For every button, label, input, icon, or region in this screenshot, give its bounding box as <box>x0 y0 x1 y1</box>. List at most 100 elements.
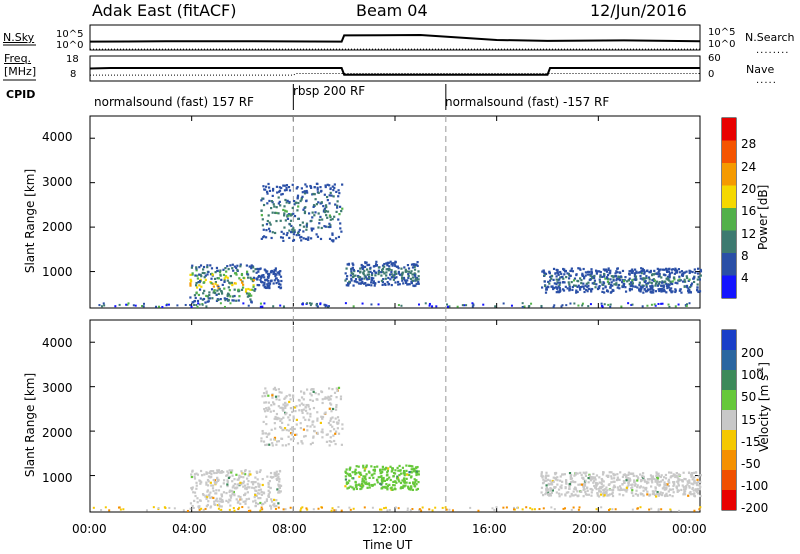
velocity-cell-1-103 <box>303 435 306 438</box>
power-cell-2-287 <box>303 210 307 213</box>
velocity-clutter-106 <box>477 509 480 512</box>
power-cell-4-395 <box>653 269 656 272</box>
power-cell-4-566 <box>617 275 620 278</box>
power-cell-3-161 <box>402 282 405 285</box>
power-cell-0-195 <box>236 268 239 272</box>
power-cell-4-329 <box>564 269 567 273</box>
velocity-clutter-54 <box>648 508 651 511</box>
velocity-cell-2-91 <box>396 475 399 478</box>
velocity-cell-1-274 <box>264 401 268 404</box>
velocity-cell-0-267 <box>253 487 256 490</box>
velocity-cell-0-248 <box>213 503 216 506</box>
power-cell-3-109 <box>394 281 397 284</box>
velocity-cell-3-16 <box>590 476 593 479</box>
nsky-tick-high: 10^5 <box>56 29 84 40</box>
velocity-cell-1-69 <box>271 396 274 399</box>
power-cell-2-251 <box>297 201 300 205</box>
velocity-cell-0-276 <box>193 477 197 480</box>
power-cell-1-89 <box>263 276 266 279</box>
power-cell-3-142 <box>392 275 395 278</box>
velocity-cell-3-18 <box>549 493 552 496</box>
velocity-cell-0-290 <box>222 482 225 485</box>
velocity-cell-3-200 <box>688 492 691 495</box>
velocity-cell-1-85 <box>321 428 324 431</box>
velocity-cell-1-124 <box>272 409 275 413</box>
power-cell-0-175 <box>208 291 211 294</box>
power-cell-0-12 <box>250 267 253 270</box>
velocity-clutter-9 <box>428 508 431 511</box>
velocity-cell-3-384 <box>652 490 655 494</box>
power-cell-2-178 <box>337 195 340 198</box>
velocity-cell-3-478 <box>549 479 552 482</box>
velocity-cell-3-500 <box>598 495 601 498</box>
velocity-cell-1-211 <box>320 390 323 393</box>
power-cell-4-563 <box>634 285 637 288</box>
velocity-cell-1-230 <box>311 388 314 391</box>
power-cell-0-129 <box>227 292 230 295</box>
power-cell-4-76 <box>609 269 612 272</box>
power-cell-4-52 <box>593 279 597 282</box>
velocity-clutter-14 <box>168 506 171 509</box>
power-cell-3-114 <box>397 270 400 274</box>
power-cell-4-505 <box>553 286 556 290</box>
power-cell-3-85 <box>409 271 412 275</box>
power-cell-4-233 <box>582 282 585 285</box>
power-cell-2-203 <box>285 210 288 213</box>
velocity-cell-2-3 <box>415 488 418 491</box>
velocity-cell-3-279 <box>668 481 671 484</box>
velocity-cell-3-548 <box>545 475 548 478</box>
velocity-cell-3-67 <box>634 482 637 486</box>
power-cell-2-127 <box>329 218 332 221</box>
power-cell-3-88 <box>352 263 355 266</box>
power-cell-4-284 <box>697 290 700 294</box>
power-cell-2-190 <box>296 232 300 235</box>
power-cell-2-153 <box>261 224 264 227</box>
velocity-cell-0-231 <box>212 489 215 493</box>
power-cell-2-132 <box>280 193 283 196</box>
velocity-cell-0-82 <box>206 489 210 492</box>
power-cell-4-440 <box>679 279 682 282</box>
velocity-cell-0-258 <box>257 485 260 488</box>
velocity-cell-2-111 <box>373 469 376 472</box>
velocity-cell-3-296 <box>584 479 587 482</box>
velocity-cell-3-524 <box>610 471 613 474</box>
power-cell-2-146 <box>309 184 312 188</box>
velocity-cell-2-182 <box>412 467 416 470</box>
velocity-cell-1-180 <box>327 395 330 398</box>
velocity-cell-0-314 <box>228 469 231 472</box>
velocity-cell-1-92 <box>291 429 294 432</box>
velocity-cell-3-101 <box>630 483 633 486</box>
velocity-cell-0-218 <box>264 501 267 504</box>
power-cell-0-27 <box>231 267 234 270</box>
velocity-clutter-109 <box>384 506 387 509</box>
velocity-cell-3-6 <box>692 493 695 496</box>
velocity-cell-2-259 <box>402 472 405 475</box>
power-cell-0-55 <box>199 297 202 300</box>
power-clutter-84 <box>424 302 427 305</box>
velocity-cell-1-275 <box>329 402 332 405</box>
power-cell-4-483 <box>560 276 563 279</box>
power-cell-2-284 <box>278 186 281 189</box>
power-cell-4-162 <box>624 290 628 293</box>
power-cell-4-74 <box>648 278 651 281</box>
velocity-clutter-129 <box>669 508 672 511</box>
velocity-cell-1-255 <box>337 422 340 425</box>
power-cell-2-133 <box>315 233 318 236</box>
velocity-cell-3-512 <box>655 495 658 498</box>
power-cell-0-79 <box>199 273 202 276</box>
velocity-cell-1-236 <box>283 404 287 408</box>
velocity-cell-2-179 <box>403 485 406 488</box>
velocity-cell-0-112 <box>232 484 235 487</box>
power-cell-4-370 <box>607 282 611 285</box>
velocity-clutter-85 <box>122 508 125 511</box>
power-cell-0-51 <box>189 296 192 299</box>
velocity-cell-3-158 <box>651 492 654 496</box>
velocity-clutter-21 <box>260 506 263 509</box>
velocity-cell-0-252 <box>230 469 234 472</box>
power-cbar-tick-28: 28 <box>741 137 757 151</box>
velocity-cell-2-193 <box>355 485 358 489</box>
velocity-cell-1-41 <box>262 440 266 443</box>
power-cell-4-451 <box>628 277 631 280</box>
power-cell-4-471 <box>641 267 644 271</box>
velocity-cell-3-391 <box>568 485 571 488</box>
